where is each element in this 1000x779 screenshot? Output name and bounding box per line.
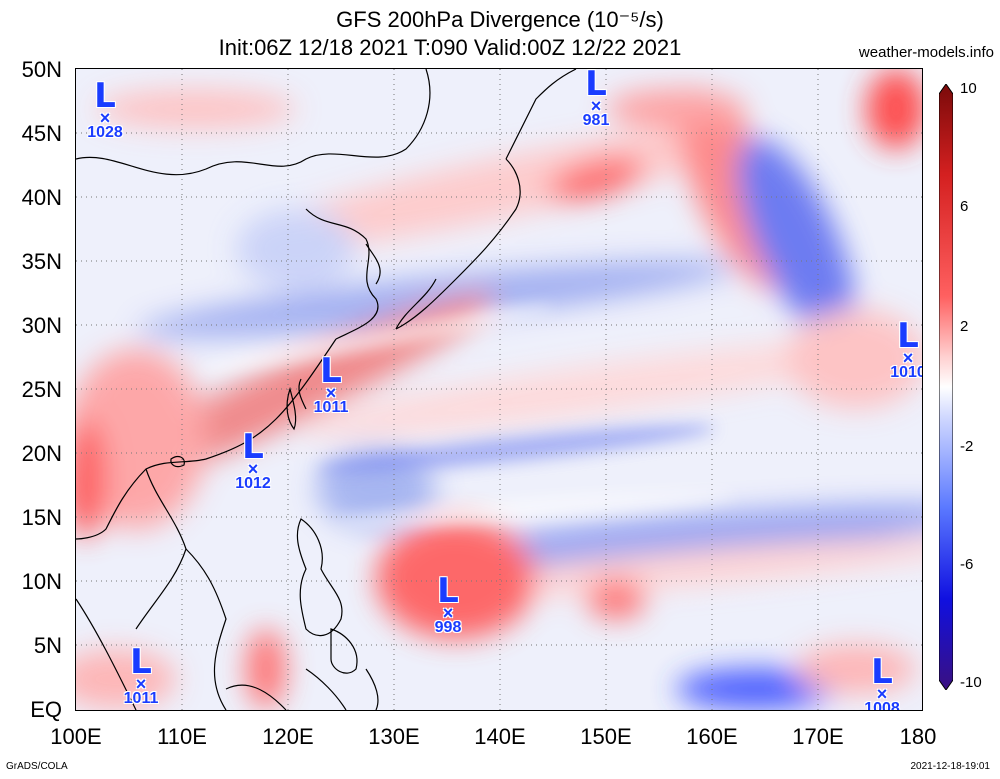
lon-label: 140E (474, 724, 526, 749)
low-pressure-marker: L × 1028 (87, 76, 123, 141)
low-pressure-marker: L × 1008 (864, 652, 900, 711)
lat-label: 25N (21, 377, 62, 402)
lat-label: 10N (21, 569, 62, 594)
divergence-map: L × 1028 L × 981 L × 1010 L × 1011 L × 1012 L × 998 … (75, 68, 923, 711)
lon-label: 180 (899, 724, 937, 749)
low-pressure-marker: L × 1012 (235, 427, 271, 492)
lat-label: 35N (21, 249, 62, 274)
lon-label: 110E (157, 724, 207, 749)
low-pressure-marker: L × 1011 (313, 351, 349, 416)
gridlines (76, 69, 922, 710)
coastlines (76, 69, 577, 710)
lat-label: 30N (21, 313, 62, 338)
chart-subtitle: Init:06Z 12/18 2021 T:090 Valid:00Z 12/2… (218, 35, 682, 60)
chart-title: GFS 200hPa Divergence (10⁻⁵/s) (336, 7, 664, 32)
colorbar-label: -2 (960, 438, 974, 455)
colorbar-label: 2 (960, 318, 969, 335)
footer-timestamp: 2021-12-18-19:01 (910, 761, 990, 772)
footer-software-label: GrADS/COLA (6, 761, 68, 772)
colorbar-label: 6 (960, 198, 969, 215)
lon-label: 100E (50, 724, 102, 749)
low-pressure-marker: L × 1010 (890, 316, 923, 381)
lon-label: 170E (792, 724, 844, 749)
colorbar-label: 10 (960, 80, 977, 97)
colorbar (938, 83, 954, 691)
lat-label: 20N (21, 441, 62, 466)
lat-label: 45N (21, 121, 62, 146)
lon-label: 150E (580, 724, 632, 749)
lat-label: 40N (21, 185, 62, 210)
lat-label: 50N (21, 57, 62, 82)
lat-label: 15N (21, 505, 62, 530)
colorbar-label: -10 (960, 674, 982, 691)
brand-label: weather-models.info (858, 44, 994, 61)
colorbar-label: -6 (960, 556, 974, 573)
low-pressure-marker: L × 1011 (123, 642, 159, 707)
lon-label: 130E (368, 724, 420, 749)
lat-label: EQ (30, 697, 62, 722)
lon-label: 160E (686, 724, 738, 749)
lon-label: 120E (262, 724, 314, 749)
low-pressure-marker: L × 998 (434, 571, 462, 636)
low-pressure-marker: L × 981 (582, 68, 610, 129)
lat-label: 5N (33, 633, 62, 658)
